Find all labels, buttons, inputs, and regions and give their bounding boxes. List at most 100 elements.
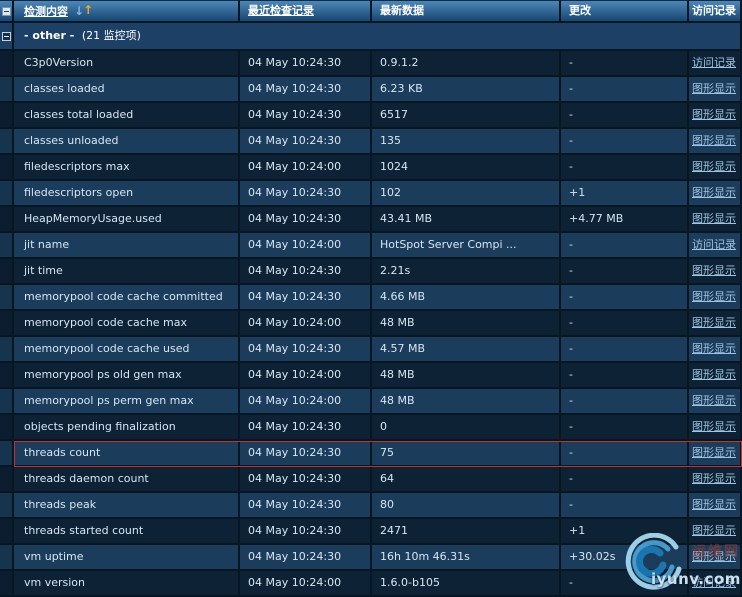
last-value-cell: 6.23 KB xyxy=(372,77,561,103)
change-cell: +1 xyxy=(561,181,689,207)
history-link[interactable]: 图形显示 xyxy=(692,446,736,459)
collapse-all-icon[interactable] xyxy=(1,6,11,16)
history-cell: 访问记录 xyxy=(689,51,742,77)
table-row: threads peak 04 May 10:24:30 80 - 图形显示 xyxy=(0,493,742,519)
item-name-cell: memorypool code cache committed xyxy=(14,285,240,311)
table-row: memorypool ps old gen max 04 May 10:24:0… xyxy=(0,363,742,389)
history-link[interactable]: 图形显示 xyxy=(692,394,736,407)
history-link[interactable]: 访问记录 xyxy=(692,238,736,251)
table-row: objects pending finalization 04 May 10:2… xyxy=(0,415,742,441)
row-gutter-cell xyxy=(0,181,14,207)
column-header-last-check: 最近检查记录 xyxy=(240,0,372,23)
item-name-cell: HeapMemoryUsage.used xyxy=(14,207,240,233)
history-link[interactable]: 图形显示 xyxy=(692,316,736,329)
last-value-cell: 2.21s xyxy=(372,259,561,285)
last-value-cell: 4.57 MB xyxy=(372,337,561,363)
row-gutter-cell xyxy=(0,389,14,415)
row-gutter-cell xyxy=(0,285,14,311)
last-check-cell: 04 May 10:24:00 xyxy=(240,389,372,415)
item-name-cell: threads daemon count xyxy=(14,467,240,493)
item-name-cell: filedescriptors max xyxy=(14,155,240,181)
table-row: threads daemon count 04 May 10:24:30 64 … xyxy=(0,467,742,493)
last-check-cell: 04 May 10:24:30 xyxy=(240,337,372,363)
table-row: C3p0Version 04 May 10:24:30 0.9.1.2 - 访问… xyxy=(0,51,742,77)
change-cell: +1 xyxy=(561,519,689,545)
row-gutter-cell xyxy=(0,441,14,467)
history-link[interactable]: 图形显示 xyxy=(692,498,736,511)
item-name-cell: objects pending finalization xyxy=(14,415,240,441)
change-cell: - xyxy=(561,467,689,493)
last-check-cell: 04 May 10:24:30 xyxy=(240,519,372,545)
history-link[interactable]: 图形显示 xyxy=(692,108,736,121)
history-cell: 图形显示 xyxy=(689,207,742,233)
sort-by-item-name-link[interactable]: 检测内容 xyxy=(24,5,68,18)
row-gutter-cell xyxy=(0,467,14,493)
last-value-cell: 1.6.0-b105 xyxy=(372,571,561,597)
history-cell: 图形显示 xyxy=(689,129,742,155)
row-gutter-cell xyxy=(0,129,14,155)
item-name-cell: jit name xyxy=(14,233,240,259)
history-cell: 图形显示 xyxy=(689,519,742,545)
sort-arrows: ↓↑ xyxy=(74,3,93,18)
sort-asc-icon[interactable]: ↑ xyxy=(83,3,93,17)
history-link[interactable]: 图形显示 xyxy=(692,550,736,563)
table-header-row: 检测内容 ↓↑ 最近检查记录 最新数据 更改 访问记录 xyxy=(0,0,742,23)
history-link[interactable]: 图形显示 xyxy=(692,212,736,225)
history-link[interactable]: 图形显示 xyxy=(692,264,736,277)
change-cell: - xyxy=(561,571,689,597)
history-link[interactable]: 图形显示 xyxy=(692,524,736,537)
history-link[interactable]: 图形显示 xyxy=(692,420,736,433)
change-cell: - xyxy=(561,233,689,259)
last-value-cell: 75 xyxy=(372,441,561,467)
item-name-cell: classes unloaded xyxy=(14,129,240,155)
table-row: memorypool code cache max 04 May 10:24:0… xyxy=(0,311,742,337)
history-link[interactable]: 图形显示 xyxy=(692,186,736,199)
history-link[interactable]: 图形显示 xyxy=(692,290,736,303)
history-link[interactable]: 图形显示 xyxy=(692,472,736,485)
last-check-cell: 04 May 10:24:30 xyxy=(240,259,372,285)
history-link[interactable]: 访问记录 xyxy=(692,56,736,69)
last-check-cell: 04 May 10:24:30 xyxy=(240,207,372,233)
table-row: filedescriptors max 04 May 10:24:00 1024… xyxy=(0,155,742,181)
row-gutter-cell xyxy=(0,545,14,571)
last-check-cell: 04 May 10:24:00 xyxy=(240,363,372,389)
table-row: memorypool code cache used 04 May 10:24:… xyxy=(0,337,742,363)
last-check-cell: 04 May 10:24:00 xyxy=(240,155,372,181)
table-row: vm version 04 May 10:24:00 1.6.0-b105 - … xyxy=(0,571,742,597)
row-gutter-cell xyxy=(0,493,14,519)
table-row: memorypool ps perm gen max 04 May 10:24:… xyxy=(0,389,742,415)
history-link[interactable]: 图形显示 xyxy=(692,82,736,95)
column-header-change: 更改 xyxy=(561,0,689,23)
history-link[interactable]: 图形显示 xyxy=(692,134,736,147)
change-cell: - xyxy=(561,441,689,467)
last-value-cell: HotSpot Server Compi ... xyxy=(372,233,561,259)
change-cell: - xyxy=(561,415,689,441)
item-name-cell: threads count xyxy=(14,441,240,467)
history-link[interactable]: 图形显示 xyxy=(692,368,736,381)
change-cell: - xyxy=(561,155,689,181)
history-cell: 图形显示 xyxy=(689,259,742,285)
history-link[interactable]: 访问记录 xyxy=(692,576,736,589)
change-cell: - xyxy=(561,493,689,519)
row-gutter-cell xyxy=(0,415,14,441)
table-row: filedescriptors open 04 May 10:24:30 102… xyxy=(0,181,742,207)
last-value-cell: 48 MB xyxy=(372,363,561,389)
last-check-cell: 04 May 10:24:30 xyxy=(240,493,372,519)
last-check-cell: 04 May 10:24:30 xyxy=(240,467,372,493)
history-link[interactable]: 图形显示 xyxy=(692,160,736,173)
table-row: classes loaded 04 May 10:24:30 6.23 KB -… xyxy=(0,77,742,103)
change-cell: - xyxy=(561,285,689,311)
history-link[interactable]: 图形显示 xyxy=(692,342,736,355)
table-row: jit time 04 May 10:24:30 2.21s - 图形显示 xyxy=(0,259,742,285)
history-cell: 图形显示 xyxy=(689,389,742,415)
change-cell: - xyxy=(561,363,689,389)
table-row: HeapMemoryUsage.used 04 May 10:24:30 43.… xyxy=(0,207,742,233)
sort-by-last-check-link[interactable]: 最近检查记录 xyxy=(248,4,314,17)
collapse-group-icon[interactable] xyxy=(1,31,11,41)
sort-desc-icon[interactable]: ↓ xyxy=(74,4,84,18)
table-row: jit name 04 May 10:24:00 HotSpot Server … xyxy=(0,233,742,259)
last-value-cell: 135 xyxy=(372,129,561,155)
table-row: threads started count 04 May 10:24:30 24… xyxy=(0,519,742,545)
items-table-body: C3p0Version 04 May 10:24:30 0.9.1.2 - 访问… xyxy=(0,51,742,597)
